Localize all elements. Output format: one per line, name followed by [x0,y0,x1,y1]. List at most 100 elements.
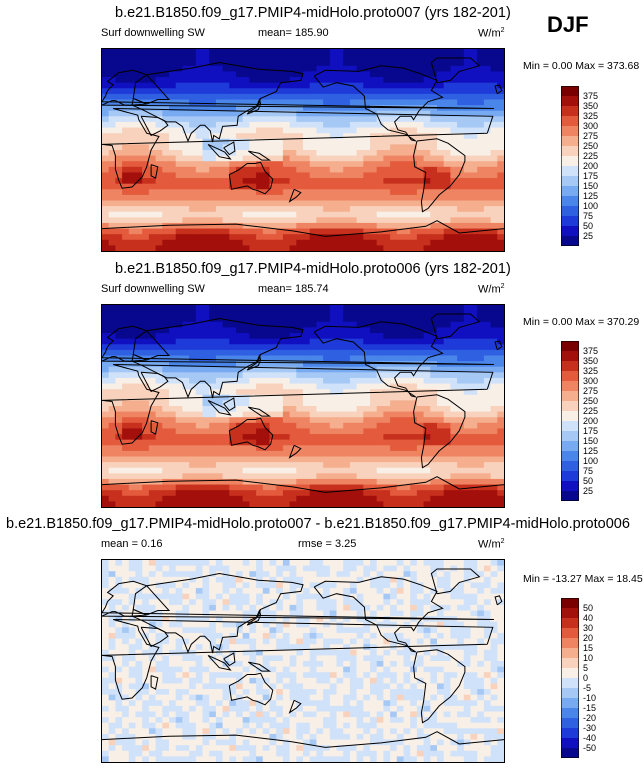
colorbar-swatch [561,176,579,187]
heatmap-cell [376,316,384,323]
heatmap-cell [262,462,271,469]
heatmap-cell [450,428,458,435]
heatmap-cell [343,239,351,246]
heatmap-cell [349,133,358,140]
heatmap-cell [289,121,297,129]
heatmap-cell [483,344,492,351]
heatmap-cell [390,239,398,246]
heatmap-cell [122,82,130,89]
heatmap-cell [256,138,264,145]
heatmap-cell [396,71,405,78]
heatmap-cell [423,161,431,168]
heatmap-cell [356,217,364,224]
heatmap-cell [202,484,210,491]
heatmap-cell [303,473,311,480]
heatmap-cell [289,349,297,357]
heatmap-cell [383,217,391,224]
heatmap-cell [457,172,465,179]
heatmap-cell [148,71,157,78]
heatmap-cell [396,473,405,480]
heatmap-cell [443,411,451,418]
heatmap-cell [242,422,250,430]
heatmap-cell [162,121,170,129]
heatmap-cell [155,456,163,463]
heatmap-cell [309,490,317,497]
heatmap-cell [202,565,210,572]
heatmap-cell [483,71,492,78]
heatmap-cell [423,166,431,174]
heatmap-cell [303,467,311,474]
heatmap-cell [202,417,210,424]
heatmap-cell [490,138,498,145]
heatmap-cell [175,211,183,218]
heatmap-cell [430,138,438,145]
heatmap-cell [396,234,405,241]
heatmap-cell [282,349,291,357]
heatmap-cell [316,484,324,491]
heatmap-cell [303,144,311,151]
heatmap-cell [457,604,465,612]
heatmap-cell [383,565,391,572]
heatmap-cell [148,65,157,73]
heatmap-cell [122,473,130,480]
coastline-11 [223,141,236,156]
heatmap-cell [490,411,498,418]
heatmap-cell [229,82,237,89]
heatmap-cell [396,217,405,224]
heatmap-cell [457,599,465,606]
heatmap-cell [276,206,284,213]
heatmap-cell [390,217,398,224]
heatmap-cell [162,93,170,101]
heatmap-cell [209,144,217,151]
heatmap-cell [289,54,297,61]
heatmap-cell [236,206,244,213]
heatmap-cell [443,316,451,323]
heatmap-cell [423,316,431,323]
heatmap-cell [303,456,311,463]
heatmap-cell [155,316,163,323]
heatmap-cell [222,604,230,612]
heatmap-cell [209,490,217,497]
heatmap-cell [497,434,504,441]
heatmap-cell [423,178,431,185]
heatmap-cell [108,183,116,190]
heatmap-cell [396,377,405,385]
heatmap-cell [202,239,210,246]
colorbar-svg: 2550751001251501752002252502753003253503… [561,86,598,246]
heatmap-cell [296,93,304,101]
heatmap-cell [470,462,478,469]
heatmap-cell [457,183,465,190]
heatmap-cell [142,576,150,584]
heatmap-cell [383,166,391,174]
heatmap-cell [376,49,384,56]
heatmap-cell [282,604,291,612]
heatmap-cell [323,88,331,95]
heatmap-cell [249,462,257,469]
heatmap-cell [363,349,371,357]
heatmap-cell [430,462,438,469]
heatmap-cell [470,327,478,334]
heatmap-cell [236,495,244,502]
heatmap-cell [390,49,398,56]
heatmap-cell [430,99,438,106]
heatmap-cell [262,604,271,612]
heatmap-cell [182,434,190,441]
heatmap-cell [410,183,418,190]
heatmap-cell [162,571,170,578]
heatmap-cell [182,422,190,430]
heatmap-cell [148,582,157,589]
heatmap-cell [363,406,371,413]
heatmap-cell [249,172,257,179]
heatmap-cell [463,200,472,207]
heatmap-cell [410,71,418,78]
heatmap-cell [195,389,204,396]
heatmap-cell [336,138,344,145]
panel3-rmse-label: rmse = 3.25 [298,538,357,550]
heatmap-cell [309,211,317,218]
heatmap-cell [477,338,485,345]
heatmap-cell [276,316,284,323]
heatmap-cell [497,478,504,486]
heatmap-cell [189,228,197,235]
heatmap-cell [477,495,485,502]
heatmap-cell [189,411,197,418]
